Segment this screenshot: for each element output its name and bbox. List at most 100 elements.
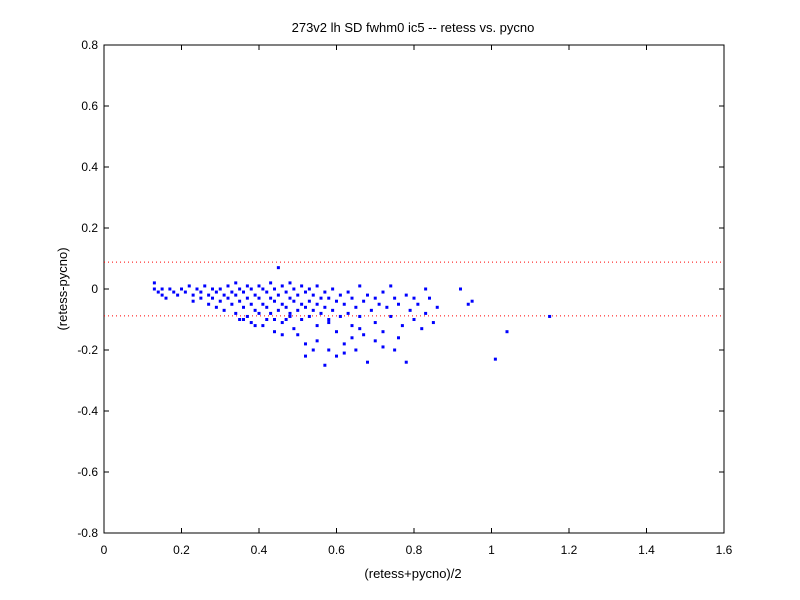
data-point xyxy=(381,345,385,349)
data-point xyxy=(253,293,257,297)
y-tick-label: 0.4 xyxy=(81,160,98,174)
data-point xyxy=(280,284,284,288)
data-point xyxy=(226,296,230,300)
data-point xyxy=(261,324,265,328)
data-point xyxy=(327,296,331,300)
x-tick-label: 0.2 xyxy=(173,543,190,557)
y-tick-label: -0.6 xyxy=(77,465,98,479)
data-point xyxy=(218,287,222,291)
data-point xyxy=(230,302,234,306)
data-point xyxy=(152,281,156,285)
data-point xyxy=(416,302,420,306)
data-point xyxy=(373,321,377,325)
y-tick-label: 0.6 xyxy=(81,99,98,113)
data-point xyxy=(300,318,304,321)
data-point xyxy=(505,330,509,334)
data-point xyxy=(315,302,319,306)
data-point xyxy=(338,314,342,318)
y-tick-label: -0.2 xyxy=(77,343,98,357)
data-point xyxy=(276,293,280,297)
data-point xyxy=(362,299,366,303)
data-point xyxy=(160,287,164,291)
data-point xyxy=(280,302,284,306)
data-point xyxy=(428,296,431,300)
data-point xyxy=(199,290,203,294)
data-point xyxy=(211,287,214,291)
data-point xyxy=(191,293,195,297)
data-point xyxy=(257,311,261,315)
data-point xyxy=(319,296,323,300)
data-point xyxy=(160,293,164,297)
y-tick-label: 0.2 xyxy=(81,221,98,235)
data-point xyxy=(288,314,292,318)
data-point xyxy=(222,308,226,312)
data-point xyxy=(362,333,366,337)
data-point xyxy=(420,327,424,331)
data-point xyxy=(307,287,311,291)
data-point xyxy=(373,339,377,343)
data-point xyxy=(404,360,408,364)
data-point xyxy=(296,293,300,297)
data-point xyxy=(261,302,265,306)
data-point xyxy=(404,293,408,297)
data-point xyxy=(203,284,207,288)
data-point xyxy=(350,324,354,328)
data-point xyxy=(242,318,245,321)
data-point xyxy=(393,348,397,352)
data-point xyxy=(346,311,350,315)
data-point xyxy=(249,321,253,325)
y-axis-ticks: -0.8 -0.6 -0.4 -0.2 0 0.2 0.4 0.6 0.8 xyxy=(77,38,724,540)
data-point xyxy=(412,318,416,321)
data-point xyxy=(354,305,358,309)
data-point xyxy=(214,305,218,309)
data-point xyxy=(269,296,273,300)
data-point xyxy=(331,287,335,291)
data-point xyxy=(269,311,273,315)
data-point xyxy=(389,284,393,288)
data-point xyxy=(389,314,393,318)
y-tick-label: 0.8 xyxy=(81,38,98,52)
data-point xyxy=(327,348,331,352)
data-point xyxy=(369,308,373,312)
data-point xyxy=(245,314,249,318)
data-point xyxy=(335,330,338,334)
data-point xyxy=(315,339,319,343)
data-point xyxy=(238,287,242,291)
y-tick-label: 0 xyxy=(91,282,98,296)
data-point xyxy=(311,348,315,352)
data-point xyxy=(408,308,412,312)
data-point xyxy=(172,290,176,294)
data-point xyxy=(331,308,335,312)
x-tick-label: 0.8 xyxy=(406,543,423,557)
data-point xyxy=(234,293,238,297)
data-point xyxy=(253,308,257,312)
data-point xyxy=(257,284,261,288)
data-point xyxy=(307,314,311,318)
data-point xyxy=(311,308,315,312)
data-point xyxy=(207,302,211,306)
data-point xyxy=(288,311,292,315)
data-point xyxy=(152,287,156,291)
x-tick-label: 1.6 xyxy=(716,543,733,557)
data-point xyxy=(183,290,187,294)
plot-area xyxy=(103,44,725,534)
data-point xyxy=(366,360,369,364)
data-point xyxy=(296,308,300,312)
data-point xyxy=(459,287,462,291)
data-point xyxy=(211,296,214,300)
data-point xyxy=(288,296,292,300)
chart-title: 273v2 lh SD fwhm0 ic5 -- retess vs. pycn… xyxy=(292,20,535,35)
data-point xyxy=(245,284,249,288)
data-point xyxy=(284,290,288,294)
data-point xyxy=(238,318,242,321)
data-point xyxy=(296,333,300,337)
data-point xyxy=(358,327,362,331)
data-point xyxy=(195,287,199,291)
data-point xyxy=(315,284,319,288)
data-point xyxy=(327,321,331,325)
data-point xyxy=(292,327,296,331)
data-point xyxy=(199,296,203,300)
data-point xyxy=(238,299,242,303)
data-point xyxy=(470,299,474,303)
data-point xyxy=(342,342,346,346)
